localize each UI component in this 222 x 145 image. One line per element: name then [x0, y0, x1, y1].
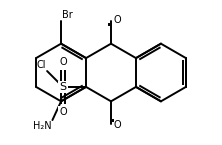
Text: S: S — [59, 82, 67, 92]
Text: O: O — [59, 107, 67, 117]
Text: Br: Br — [62, 10, 73, 20]
Text: H₂N: H₂N — [33, 121, 51, 131]
Text: O: O — [113, 120, 121, 130]
Text: Cl: Cl — [37, 60, 46, 70]
Text: O: O — [113, 15, 121, 25]
Text: O: O — [59, 57, 67, 67]
